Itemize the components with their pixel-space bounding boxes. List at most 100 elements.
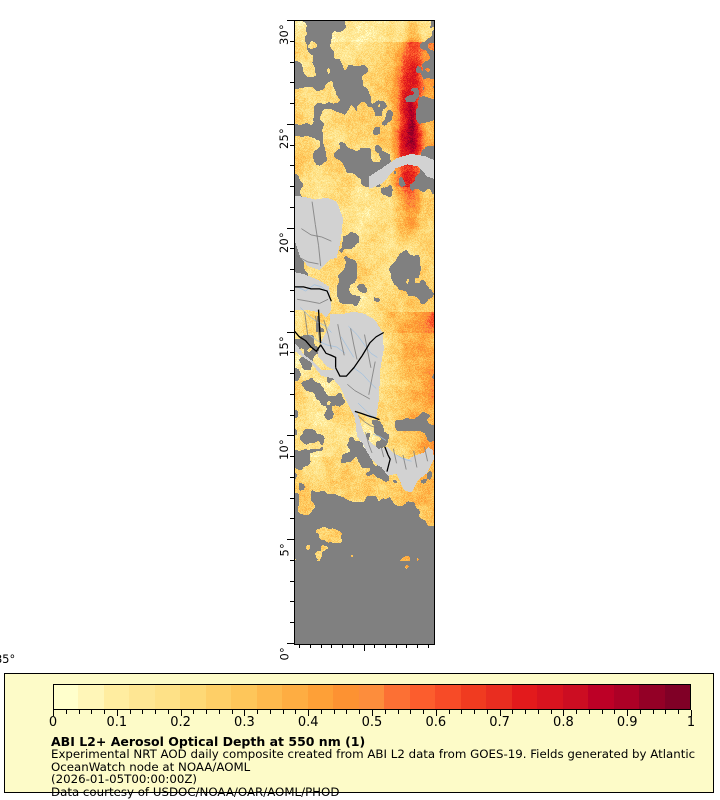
x-axis-minor-tick xyxy=(310,644,312,648)
y-axis-tick-label-text: 5° xyxy=(277,543,291,557)
x-axis-minor-tick xyxy=(416,644,418,648)
x-axis-minor-tick xyxy=(299,644,301,648)
colorbar-minor-tick xyxy=(474,710,476,714)
colorbar-caption: Experimental NRT AOD daily composite cre… xyxy=(51,748,701,798)
y-axis-tick-label-text: 25° xyxy=(277,127,291,149)
y-axis-minor-tick xyxy=(290,352,294,354)
y-axis-tick-label-text: 15° xyxy=(277,335,291,357)
colorbar-tick xyxy=(372,710,373,716)
y-axis-minor-tick xyxy=(290,559,294,561)
colorbar-minor-tick xyxy=(525,710,527,714)
colorbar-minor-tick xyxy=(410,710,412,714)
colorbar-minor-tick xyxy=(155,710,157,714)
y-axis-minor-tick xyxy=(290,103,294,105)
colorbar-tick xyxy=(435,710,437,716)
colorbar-minor-tick xyxy=(678,710,680,714)
y-axis-minor-tick xyxy=(290,580,294,582)
colorbar-minor-tick xyxy=(320,710,322,714)
colorbar-minor-tick xyxy=(91,710,93,714)
y-axis-minor-tick xyxy=(290,497,294,499)
y-axis-minor-tick xyxy=(290,393,294,395)
colorbar-minor-tick xyxy=(282,710,284,714)
y-axis-tick-label-text: 20° xyxy=(277,231,291,253)
colorbar-minor-tick xyxy=(104,710,106,714)
y-axis-tick xyxy=(287,331,294,333)
colorbar-tick-label: 0.4 xyxy=(297,715,319,730)
colorbar-minor-tick xyxy=(588,710,590,714)
y-axis-minor-tick xyxy=(290,269,294,271)
colorbar-minor-tick xyxy=(333,710,335,714)
map-figure: 0°5°10°15°20°25°30° -85° xyxy=(0,20,720,666)
x-axis-minor-tick xyxy=(331,644,333,648)
colorbar-minor-tick xyxy=(601,710,603,714)
y-axis-tick-label-text: 30° xyxy=(277,24,291,45)
colorbar-minor-tick xyxy=(231,710,233,714)
caption-line-3: (2026-01-05T00:00:00Z) xyxy=(51,772,198,787)
colorbar-minor-tick xyxy=(129,710,131,714)
colorbar-minor-tick xyxy=(576,710,578,714)
colorbar-minor-tick xyxy=(218,710,220,714)
y-axis-tick xyxy=(287,123,294,125)
x-axis-minor-tick xyxy=(374,644,376,648)
colorbar-minor-tick xyxy=(461,710,463,714)
y-axis-tick xyxy=(287,539,294,541)
caption-line-4: Data courtesy of USDOC/NOAA/OAR/AOML/PHO… xyxy=(51,784,340,799)
x-axis-minor-tick xyxy=(320,644,322,648)
caption-line-2: OceanWatch node at NOAA/AOML xyxy=(51,759,251,774)
y-axis-minor-tick xyxy=(290,622,294,624)
colorbar-minor-tick xyxy=(359,710,361,714)
colorbar-minor-tick xyxy=(295,710,297,714)
colorbar-minor-tick xyxy=(550,710,552,714)
colorbar-minor-tick xyxy=(652,710,654,714)
colorbar-minor-tick xyxy=(193,710,195,714)
colorbar-tick xyxy=(499,710,501,716)
y-axis-minor-tick xyxy=(290,248,294,250)
colorbar-minor-tick xyxy=(639,710,641,714)
colorbar-tick-label: 0.5 xyxy=(361,715,383,730)
y-axis-minor-tick xyxy=(290,518,294,520)
colorbar-legend-panel: 0 0.1 0.2 0.3 0.4 0.5 0.6 0.7 0.8 0.9 1 ABI L2+ Ae… xyxy=(4,673,714,798)
colorbar-tick xyxy=(627,710,629,716)
colorbar-tick xyxy=(53,710,54,716)
x-axis-minor-tick xyxy=(342,644,344,648)
y-axis-minor-tick xyxy=(290,40,294,42)
y-axis-minor-tick xyxy=(290,61,294,63)
colorbar-tick xyxy=(563,710,565,716)
y-axis-minor-tick xyxy=(290,289,294,291)
x-axis-minor-tick xyxy=(352,644,354,648)
colorbar-tick-label: 0.8 xyxy=(553,715,574,730)
y-axis-tick xyxy=(287,227,294,229)
x-axis-label: -85° xyxy=(0,652,720,666)
colorbar-tick-label: 1 xyxy=(686,715,696,730)
colorbar-tick-label: 0.2 xyxy=(170,715,191,730)
y-axis-minor-tick xyxy=(290,186,294,188)
colorbar-tick-label: 0.7 xyxy=(489,715,510,730)
x-axis-minor-tick xyxy=(384,644,386,648)
y-axis-minor-tick xyxy=(290,601,294,603)
colorbar-minor-tick xyxy=(142,710,144,714)
colorbar-minor-tick xyxy=(397,710,399,714)
colorbar-minor-tick xyxy=(257,710,259,714)
colorbar-tick xyxy=(116,710,118,716)
colorbar-minor-tick xyxy=(486,710,488,714)
y-axis-tick-label-text: 10° xyxy=(277,439,291,461)
y-axis-minor-tick xyxy=(290,144,294,146)
colorbar-tick-label: 0 xyxy=(48,715,58,730)
colorbar-gradient xyxy=(53,684,691,710)
colorbar-minor-tick xyxy=(167,710,169,714)
x-axis-minor-tick xyxy=(395,644,397,648)
map-plot-area xyxy=(294,20,435,645)
y-axis-minor-tick xyxy=(290,456,294,458)
colorbar-minor-tick xyxy=(269,710,271,714)
colorbar-tick-label: 0.1 xyxy=(106,715,128,730)
x-axis-minor-tick xyxy=(406,644,408,648)
y-axis-minor-tick xyxy=(290,310,294,312)
colorbar-minor-tick xyxy=(384,710,386,714)
colorbar-minor-tick xyxy=(448,710,450,714)
colorbar-minor-tick xyxy=(537,710,539,714)
colorbar-minor-tick xyxy=(78,710,80,714)
y-axis-minor-tick xyxy=(290,373,294,375)
x-axis-minor-tick xyxy=(427,644,429,648)
colorbar-minor-tick xyxy=(665,710,667,714)
colorbar-tick xyxy=(308,710,310,716)
